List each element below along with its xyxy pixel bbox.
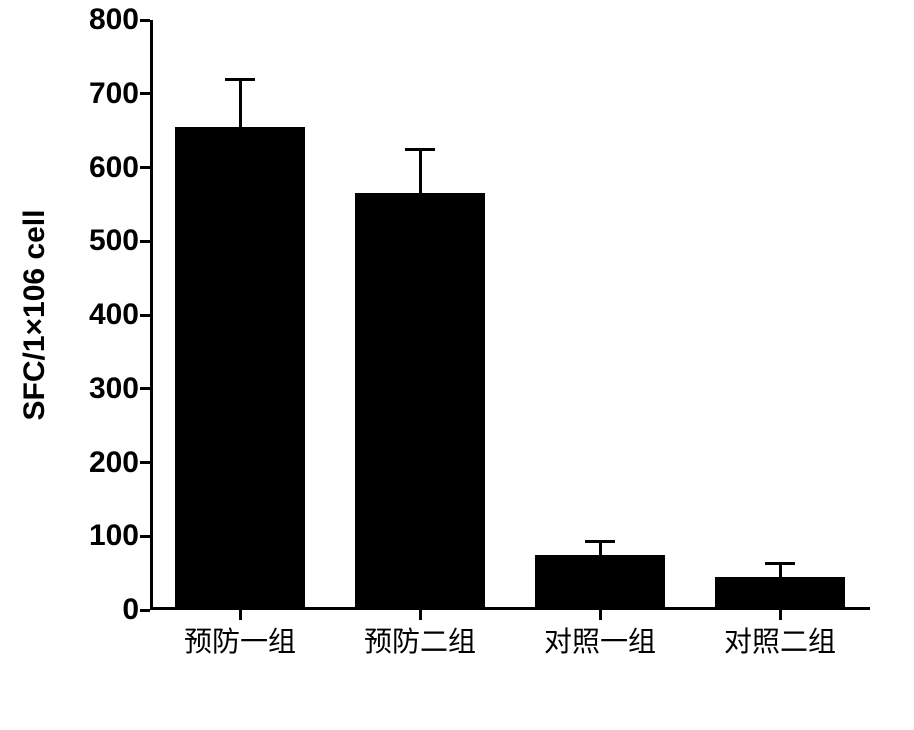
x-tick-mark — [239, 610, 242, 620]
error-bar-stem — [239, 79, 242, 127]
plot-area — [150, 20, 870, 610]
x-tick-mark — [779, 610, 782, 620]
x-tick-label: 对照二组 — [724, 620, 836, 660]
error-bar-cap — [225, 78, 255, 81]
y-tick-mark — [140, 535, 150, 538]
y-tick-mark — [140, 314, 150, 317]
y-tick-mark — [140, 92, 150, 95]
x-tick-label: 预防二组 — [364, 620, 476, 660]
x-tick-mark — [599, 610, 602, 620]
y-tick-mark — [140, 461, 150, 464]
y-tick-mark — [140, 609, 150, 612]
y-axis-label: SFC/1×106 cell — [18, 210, 52, 421]
y-axis-line — [150, 20, 153, 610]
y-tick-label: 400 — [89, 298, 139, 332]
y-tick-mark — [140, 387, 150, 390]
x-tick-label: 对照一组 — [544, 620, 656, 660]
y-tick-label: 300 — [89, 372, 139, 406]
y-tick-mark — [140, 166, 150, 169]
y-tick-mark — [140, 19, 150, 22]
bar — [535, 555, 665, 610]
bar — [715, 577, 845, 610]
error-bar-stem — [599, 541, 602, 554]
y-tick-label: 0 — [122, 593, 139, 627]
x-tick-label: 预防一组 — [184, 620, 296, 660]
x-tick-mark — [419, 610, 422, 620]
y-tick-label: 500 — [89, 224, 139, 258]
y-tick-label: 600 — [89, 151, 139, 185]
bar — [175, 127, 305, 610]
y-tick-label: 100 — [89, 519, 139, 553]
y-tick-label: 200 — [89, 446, 139, 480]
error-bar-stem — [779, 564, 782, 577]
y-tick-mark — [140, 240, 150, 243]
bar — [355, 193, 485, 610]
error-bar-stem — [419, 149, 422, 193]
bar-chart: SFC/1×106 cell 0 100 200 300 400 500 600 700 800… — [0, 0, 914, 730]
error-bar-cap — [405, 148, 435, 151]
error-bar-cap — [585, 540, 615, 543]
y-tick-label: 800 — [89, 3, 139, 37]
y-tick-label: 700 — [89, 77, 139, 111]
error-bar-cap — [765, 562, 795, 565]
